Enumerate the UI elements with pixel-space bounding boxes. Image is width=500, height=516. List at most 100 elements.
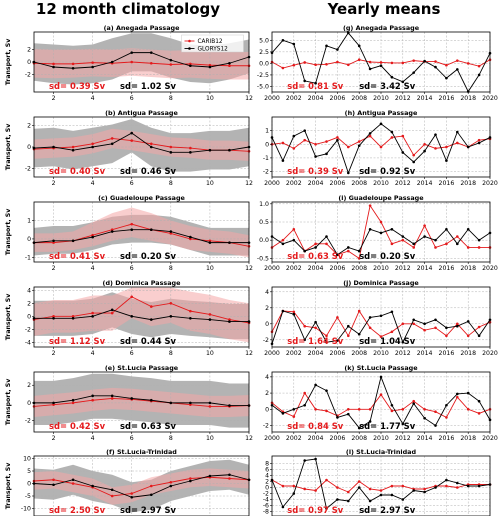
x-tick-label: 2018 [460, 350, 476, 357]
carib-line [33, 398, 250, 407]
glorys-point [368, 227, 372, 231]
carib-point [292, 147, 296, 150]
glorys-point [130, 495, 134, 499]
carib-point [189, 237, 192, 241]
glorys-point [91, 145, 94, 149]
x-tick-label: 8 [169, 350, 173, 357]
glorys-point [325, 507, 328, 510]
carib-point [456, 59, 459, 62]
carib-point [368, 407, 372, 411]
carib-point [169, 302, 173, 305]
glorys-point [303, 403, 307, 407]
glorys-point [228, 404, 231, 407]
carib-point [91, 233, 94, 237]
y-tick-label: 8 [265, 461, 269, 468]
carib-point [169, 63, 173, 66]
x-tick-label: 12 [245, 435, 253, 442]
chart-panel: (c) Guadeloupe Passage 2 4 6 8 10 12 -1 0 1 Transp… [5, 194, 253, 272]
x-tick-label: 2002 [286, 350, 302, 357]
glorys-line [34, 395, 249, 406]
carib-point [325, 140, 328, 143]
chart-panel: (g) Anegada Passage 2000 2002 2004 2006 2008 2… [257, 24, 498, 102]
chart-panel: (i) Guadeloupe Passage 2000 2002 2004 2006 20… [257, 194, 498, 272]
x-tick-label: 2018 [460, 180, 476, 187]
carib-point [130, 295, 134, 299]
carib-point [314, 407, 317, 411]
carib-point [379, 335, 383, 338]
carib-spread-band [34, 387, 249, 417]
carib-point [52, 478, 55, 482]
glorys-point [325, 340, 328, 344]
chart-panel: (e) St.Lucia Passage 2 4 6 8 10 12 -2 0 2 Transpor… [5, 364, 253, 442]
glorys-point [228, 148, 231, 152]
x-tick-label: 2 [52, 265, 56, 272]
y-tick-label: -1 [263, 155, 269, 162]
carib-point [325, 478, 328, 482]
panel-title: (c) Guadeloupe Passage [98, 194, 185, 202]
x-tick-label: 4 [91, 435, 95, 442]
x-tick-label: 2000 [264, 435, 280, 442]
y-tick-label: -6 [263, 503, 269, 510]
x-tick-label: 2006 [330, 435, 346, 442]
x-tick-label: 2010 [373, 350, 389, 357]
x-tick-label: 2016 [439, 435, 455, 442]
glorys-point [379, 375, 383, 379]
carib-sd-label: sd= 0.63 Sv [287, 251, 344, 261]
glorys-point [189, 64, 192, 68]
y-tick-label: 5.0 [259, 37, 269, 44]
carib-point [303, 61, 307, 64]
glorys-point [477, 334, 481, 338]
x-tick-label: 2002 [286, 435, 302, 442]
y-tick-label: 4 [265, 473, 269, 480]
glorys-point [445, 76, 448, 80]
glorys-point [91, 235, 94, 239]
carib-point [292, 484, 296, 488]
glorys-point [208, 474, 212, 478]
y-tick-label: 4 [265, 289, 269, 296]
chart-panel: (k) St.Lucia Passage 2000 2002 2004 2006 2008… [263, 364, 498, 442]
x-tick-label: 2014 [417, 95, 433, 102]
carib-sd-label: sd= 1.12 Sv [49, 336, 106, 346]
glorys-point [91, 315, 94, 318]
x-tick-label: 12 [245, 350, 253, 357]
glorys-sd-label: sd= 0.44 Sv [120, 336, 177, 346]
glorys-point [336, 416, 339, 419]
carib-point [434, 326, 437, 330]
carib-point [466, 407, 470, 411]
x-tick-label: 2012 [395, 180, 411, 187]
glorys-point [325, 44, 328, 48]
carib-point [314, 142, 317, 146]
glorys-point [130, 315, 134, 318]
carib-point [336, 316, 339, 319]
y-axis-label: Transport, Sv [5, 124, 12, 171]
glorys-point [52, 483, 55, 487]
carib-point [281, 66, 285, 70]
glorys-point [149, 318, 153, 321]
y-tick-label: 0 [27, 400, 31, 407]
carib-point [412, 246, 416, 249]
carib-point [412, 322, 416, 326]
carib-point [281, 238, 285, 242]
carib-point [434, 410, 437, 414]
panel-title: (f) St.Lucia-Trinidad [106, 448, 177, 456]
carib-point [336, 486, 339, 489]
carib-point [390, 330, 394, 334]
glorys-point [368, 499, 372, 503]
x-tick-label: 2012 [395, 435, 411, 442]
x-tick-label: 2020 [482, 95, 498, 102]
x-tick-label: 2 [52, 350, 56, 357]
glorys-point [325, 235, 328, 238]
glorys-point [52, 65, 55, 69]
glorys-point [477, 141, 481, 145]
y-tick-label: 4 [27, 287, 31, 294]
x-tick-label: 2010 [373, 180, 389, 187]
carib-point [466, 334, 470, 338]
y-tick-label: 1.0 [259, 201, 269, 208]
carib-sd-label: sd= 0.41 Sv [49, 251, 106, 261]
glorys-point [189, 317, 192, 320]
y-tick-label: -0.5 [257, 255, 269, 262]
glorys-point [445, 159, 448, 162]
carib-point [281, 484, 285, 488]
x-tick-label: 2020 [482, 180, 498, 187]
